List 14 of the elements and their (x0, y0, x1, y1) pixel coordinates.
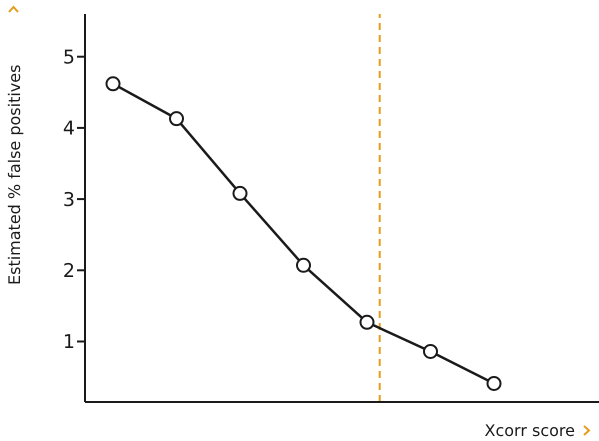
point (296, 258, 311, 273)
y-tick-label: 4 (62, 118, 75, 140)
y-tick-label: 3 (62, 188, 75, 211)
y-axis-title: Estimated % false positives (5, 64, 24, 285)
point (106, 76, 120, 92)
point (232, 186, 248, 201)
point (360, 314, 374, 330)
point (486, 376, 502, 391)
point (169, 111, 184, 126)
x-axis-title: Xcorr score (484, 421, 575, 440)
y-tick-label: 1 (62, 331, 75, 354)
point (423, 344, 438, 359)
y-tick-label: 2 (62, 260, 75, 282)
y-tick-label: 5 (62, 46, 75, 68)
